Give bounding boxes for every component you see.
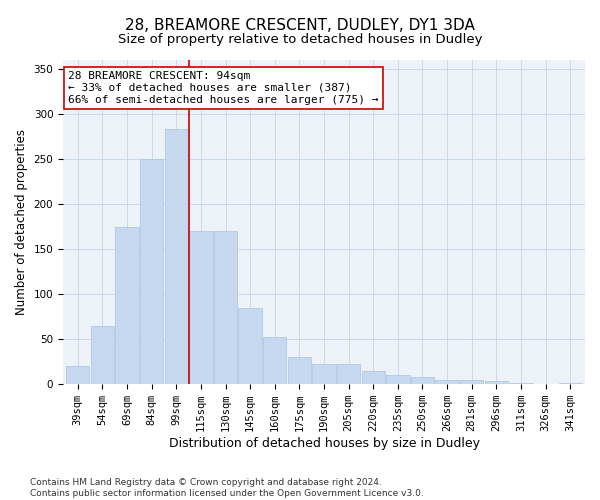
Bar <box>362 370 385 384</box>
Text: Size of property relative to detached houses in Dudley: Size of property relative to detached ho… <box>118 32 482 46</box>
Bar <box>411 377 434 384</box>
Bar <box>164 130 188 384</box>
Text: 28, BREAMORE CRESCENT, DUDLEY, DY1 3DA: 28, BREAMORE CRESCENT, DUDLEY, DY1 3DA <box>125 18 475 32</box>
Bar <box>337 364 361 384</box>
Y-axis label: Number of detached properties: Number of detached properties <box>15 129 28 315</box>
Bar <box>313 364 336 384</box>
Bar <box>238 308 262 384</box>
X-axis label: Distribution of detached houses by size in Dudley: Distribution of detached houses by size … <box>169 437 479 450</box>
Bar <box>460 380 484 384</box>
Bar <box>263 338 286 384</box>
Bar <box>115 226 139 384</box>
Text: 28 BREAMORE CRESCENT: 94sqm
← 33% of detached houses are smaller (387)
66% of se: 28 BREAMORE CRESCENT: 94sqm ← 33% of det… <box>68 72 379 104</box>
Bar <box>140 159 163 384</box>
Bar <box>386 375 410 384</box>
Bar <box>66 366 89 384</box>
Bar <box>287 357 311 384</box>
Text: Contains HM Land Registry data © Crown copyright and database right 2024.
Contai: Contains HM Land Registry data © Crown c… <box>30 478 424 498</box>
Bar <box>189 231 212 384</box>
Bar <box>485 380 508 384</box>
Bar <box>91 326 114 384</box>
Bar <box>214 231 237 384</box>
Bar <box>436 380 459 384</box>
